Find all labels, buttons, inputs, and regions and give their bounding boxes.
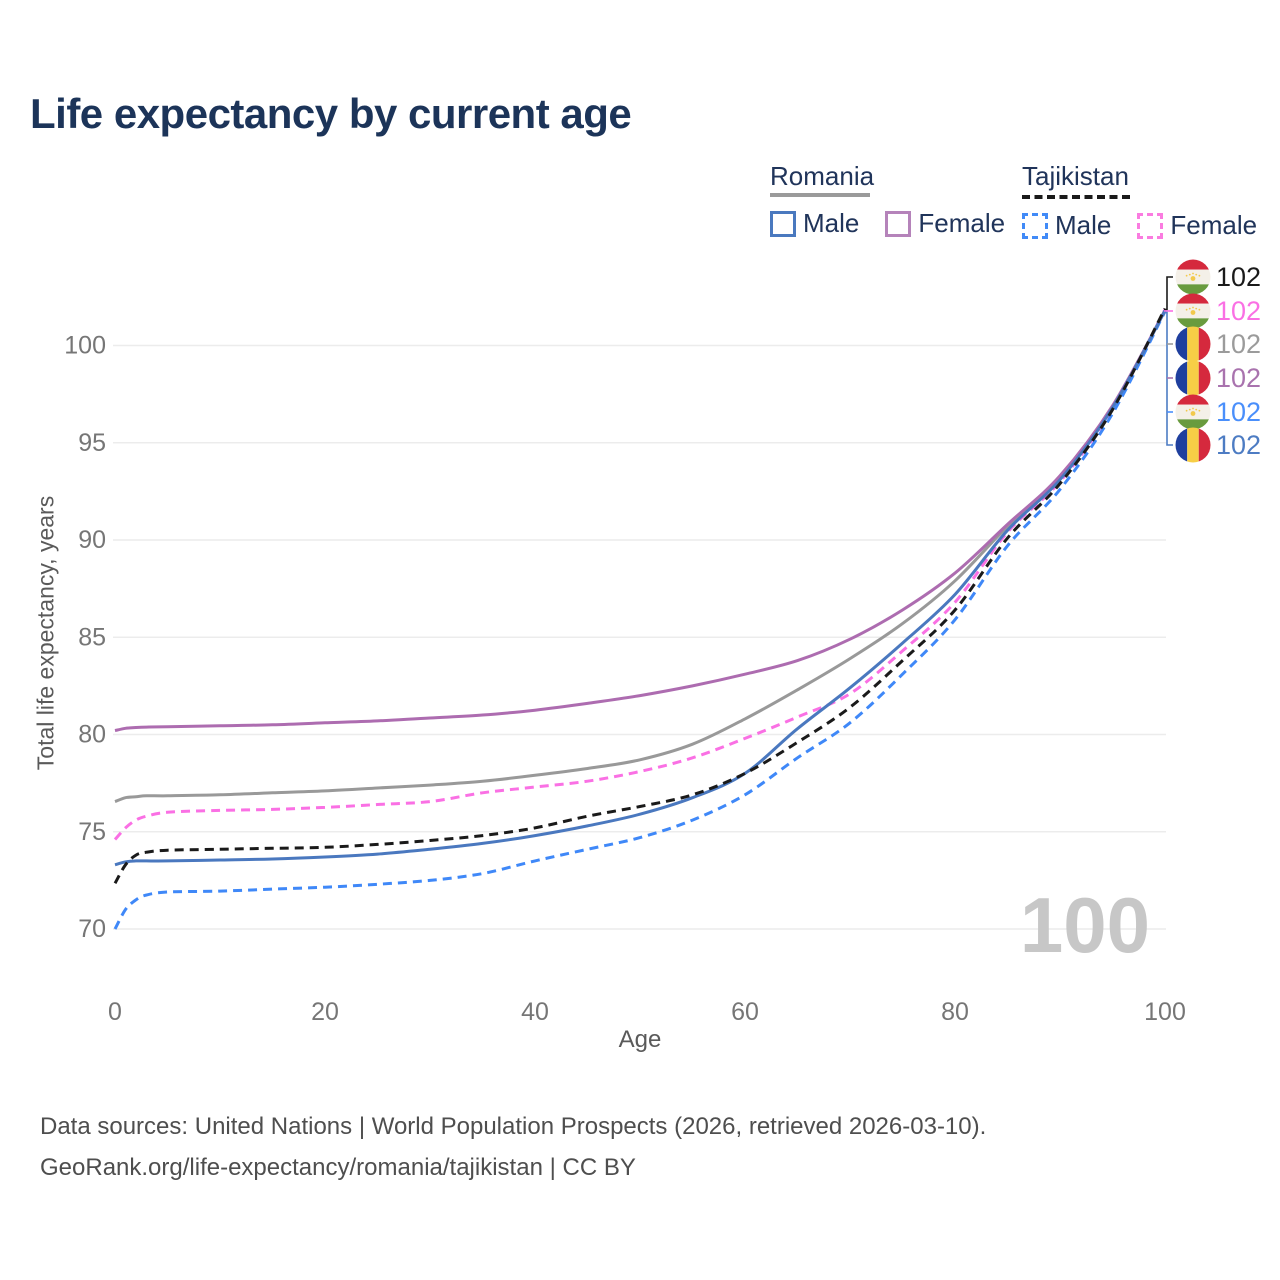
romania-flag-icon bbox=[1175, 360, 1211, 396]
series-line-romania-all[interactable] bbox=[114, 309, 1167, 804]
legend-item-label: Female bbox=[918, 208, 1006, 238]
y-tick-label: 100 bbox=[64, 332, 106, 360]
romania-flag-icon bbox=[1175, 427, 1211, 463]
end-value-label: 102 bbox=[1216, 262, 1261, 292]
end-value-label: 102 bbox=[1216, 363, 1261, 393]
legend-item-tajikistan-female[interactable]: Female bbox=[1137, 210, 1257, 241]
end-value-label: 102 bbox=[1216, 430, 1261, 460]
y-tick-label: 90 bbox=[78, 526, 106, 554]
legend-item-tajikistan-male[interactable]: Male bbox=[1022, 210, 1111, 241]
x-tick-label: 60 bbox=[731, 998, 759, 1026]
end-value-label: 102 bbox=[1216, 397, 1261, 427]
legend-country-label: Tajikistan bbox=[1022, 161, 1129, 191]
tajikistan-male-swatch-icon bbox=[1022, 212, 1048, 239]
hover-age-watermark: 100 bbox=[1020, 881, 1150, 969]
x-tick-label: 0 bbox=[108, 998, 122, 1026]
legend-item-label: Male bbox=[803, 208, 860, 238]
y-tick-label: 85 bbox=[78, 623, 106, 651]
tajikistan-flag-icon bbox=[1175, 394, 1211, 430]
romania-line-swatch-icon bbox=[770, 193, 870, 197]
tajikistan-line-swatch-icon bbox=[1022, 195, 1130, 199]
tajikistan-flag-icon bbox=[1175, 259, 1211, 295]
legend-group-tajikistan: Tajikistan Male Female bbox=[1022, 162, 1257, 241]
romania-flag-icon bbox=[1175, 326, 1211, 362]
x-tick-label: 100 bbox=[1144, 998, 1186, 1026]
series-line-tajikistan-all[interactable] bbox=[113, 307, 1167, 885]
legend-country-romania[interactable]: Romania bbox=[770, 162, 1005, 197]
legend-item-label: Female bbox=[1170, 210, 1258, 240]
x-tick-label: 80 bbox=[941, 998, 969, 1026]
legend-country-tajikistan[interactable]: Tajikistan bbox=[1022, 162, 1257, 199]
romania-male-swatch-icon bbox=[770, 210, 796, 237]
y-tick-label: 70 bbox=[78, 915, 106, 943]
legend-item-label: Male bbox=[1055, 210, 1112, 240]
x-axis-title: Age bbox=[618, 1026, 662, 1053]
footer: Data sources: United Nations | World Pop… bbox=[40, 1106, 986, 1188]
legend-item-romania-female[interactable]: Female bbox=[885, 208, 1005, 239]
y-tick-label: 80 bbox=[78, 721, 106, 749]
legend-country-label: Romania bbox=[770, 161, 875, 191]
y-tick-label: 75 bbox=[78, 818, 106, 846]
end-label-connector bbox=[1164, 276, 1173, 311]
tajikistan-flag-icon bbox=[1175, 293, 1211, 329]
page-title: Life expectancy by current age bbox=[30, 90, 632, 137]
footer-data-sources: Data sources: United Nations | World Pop… bbox=[40, 1113, 987, 1140]
end-value-label: 102 bbox=[1216, 296, 1261, 326]
tajikistan-female-swatch-icon bbox=[1137, 212, 1164, 239]
legend-item-romania-male[interactable]: Male bbox=[770, 208, 859, 239]
series-line-romania-female[interactable] bbox=[114, 309, 1167, 733]
series-line-tajikistan-male[interactable] bbox=[113, 310, 1167, 930]
romania-female-swatch-icon bbox=[885, 210, 912, 237]
y-axis-title: Total life expectancy, years bbox=[32, 495, 59, 771]
series-line-romania-male[interactable] bbox=[114, 309, 1167, 867]
y-tick-label: 95 bbox=[78, 429, 106, 457]
footer-attribution: GeoRank.org/life-expectancy/romania/taji… bbox=[40, 1154, 636, 1181]
series-line-tajikistan-female[interactable] bbox=[113, 308, 1167, 841]
legend-group-romania: Romania Male Female bbox=[770, 162, 1005, 239]
x-tick-label: 40 bbox=[521, 998, 549, 1026]
x-tick-label: 20 bbox=[311, 998, 339, 1026]
end-value-label: 102 bbox=[1216, 329, 1261, 359]
